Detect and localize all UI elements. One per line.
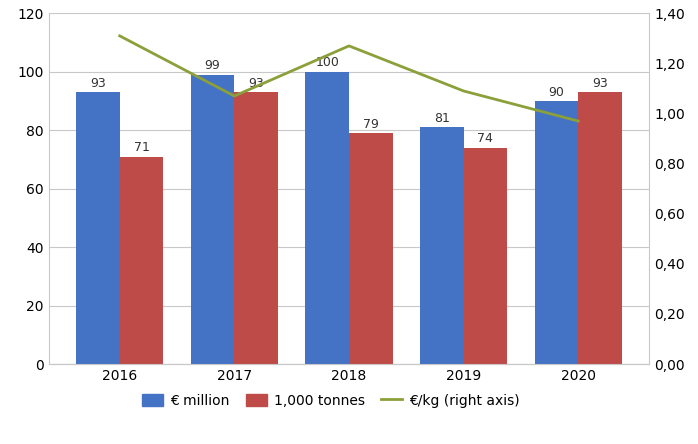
Bar: [191, 75, 235, 364]
Bar: [349, 133, 392, 364]
Bar: [420, 127, 463, 364]
Text: 90: 90: [549, 86, 565, 99]
Text: 93: 93: [90, 77, 106, 90]
Text: 99: 99: [205, 59, 221, 72]
Bar: [306, 72, 349, 364]
Legend: € million, 1,000 tonnes, €/kg (right axis): € million, 1,000 tonnes, €/kg (right axi…: [137, 388, 526, 413]
Text: 100: 100: [315, 56, 339, 69]
Bar: [463, 148, 507, 364]
Text: 93: 93: [592, 77, 608, 90]
Bar: [235, 92, 278, 364]
Bar: [76, 92, 120, 364]
Text: 71: 71: [133, 141, 149, 154]
Text: 79: 79: [363, 118, 379, 131]
Text: 81: 81: [434, 112, 450, 125]
Bar: [578, 92, 622, 364]
Bar: [120, 157, 163, 364]
Text: 93: 93: [248, 77, 264, 90]
Text: 74: 74: [477, 132, 493, 146]
Bar: [535, 101, 578, 364]
